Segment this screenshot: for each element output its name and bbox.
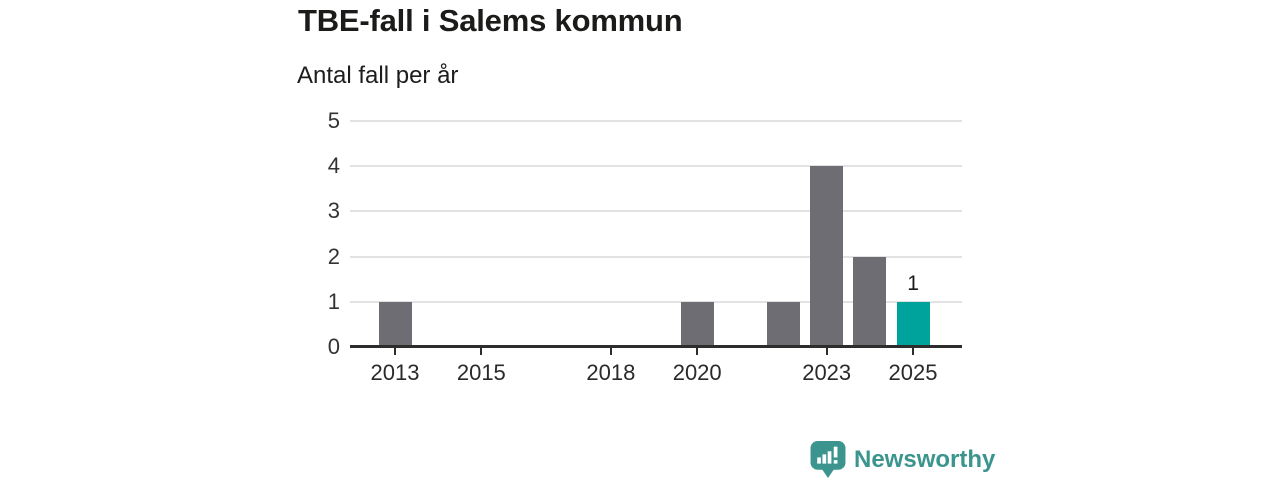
gridline-y3	[350, 210, 962, 213]
x-tick-label-2015: 2015	[456, 360, 506, 385]
gridline-y5	[350, 120, 962, 122]
bar-2025	[896, 301, 930, 347]
y-tick-label-3: 3	[327, 198, 340, 224]
chart-subtitle: Antal fall per år	[297, 62, 459, 89]
gridline-y4	[350, 165, 962, 168]
x-tick-2025	[912, 348, 915, 355]
bar-value-label-2025: 1	[907, 271, 919, 295]
bar-2024	[853, 256, 887, 347]
y-tick-label-0: 0	[327, 334, 340, 359]
bar-2023	[810, 166, 844, 347]
y-tick-label-5: 5	[327, 108, 340, 133]
bar-2022	[767, 301, 801, 347]
x-tick-label-2013: 2013	[370, 360, 420, 385]
chart-title: TBE-fall i Salems kommun	[298, 3, 683, 38]
bar-2013	[378, 301, 412, 347]
gridline-y1	[350, 300, 962, 303]
y-tick-label-1: 1	[327, 288, 340, 314]
x-tick-2023	[825, 348, 828, 355]
y-tick-label-2: 2	[327, 243, 340, 269]
plot-area: 0 1 2 3 4 5 1 2013 2015 2018 2020 2023 2025	[328, 108, 962, 385]
x-tick-2020	[696, 348, 699, 355]
x-tick-label-2023: 2023	[802, 360, 852, 385]
x-tick-label-2018: 2018	[586, 360, 636, 385]
x-tick-label-2020: 2020	[672, 360, 722, 385]
gridline-y2	[350, 255, 962, 258]
x-tick-2013	[394, 348, 396, 355]
x-tick-2015	[480, 348, 483, 355]
x-tick-label-2025: 2025	[888, 360, 938, 385]
brand-logo: Newsworthy	[810, 441, 995, 478]
brand-name: Newsworthy	[854, 445, 996, 473]
x-tick-2018	[609, 348, 612, 355]
y-tick-label-4: 4	[327, 153, 340, 179]
newsworthy-icon	[810, 441, 846, 478]
bar-2020	[680, 301, 714, 347]
x-axis-line	[350, 345, 962, 348]
